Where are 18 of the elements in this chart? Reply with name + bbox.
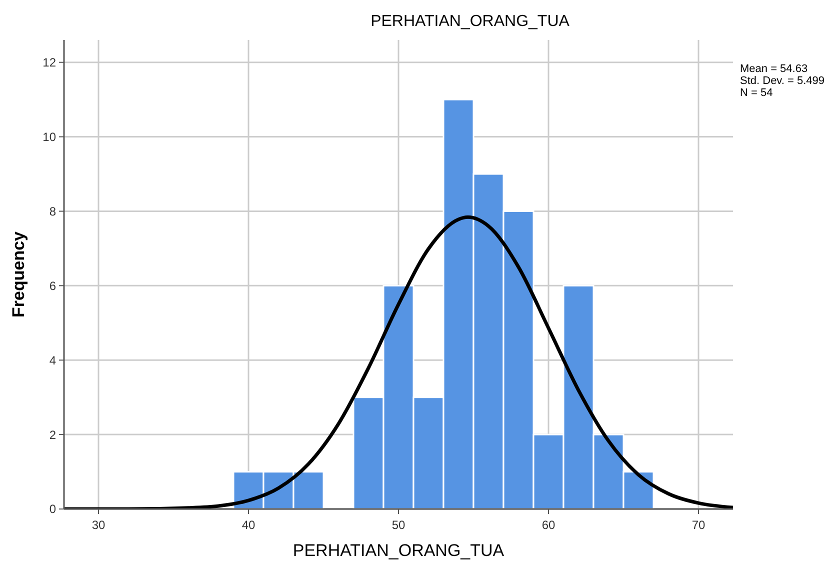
- x-tick-label: 40: [242, 518, 256, 532]
- x-tick-label: 70: [692, 518, 706, 532]
- x-tick-label: 30: [92, 518, 106, 532]
- x-tick-label: 60: [542, 518, 556, 532]
- y-tick-label: 6: [49, 278, 56, 293]
- y-axis-title: Frequency: [9, 230, 28, 318]
- text: N = 54: [740, 87, 773, 99]
- x-axis-title: PERHATIAN_ORANG_TUA: [292, 541, 505, 560]
- text: Std. Dev. = 5.499: [740, 75, 824, 87]
- x-tick-label: 50: [392, 518, 406, 532]
- chart-title: PERHATIAN_ORANG_TUA: [370, 13, 570, 30]
- y-tick-label: 4: [49, 353, 56, 368]
- y-tick-label: 10: [42, 130, 56, 144]
- y-tick-label: 2: [49, 428, 56, 442]
- text: Mean = 54.63: [740, 63, 808, 75]
- y-tick-label: 12: [42, 56, 56, 70]
- y-tick-label: 8: [49, 204, 56, 218]
- y-tick-label: 0: [49, 502, 56, 516]
